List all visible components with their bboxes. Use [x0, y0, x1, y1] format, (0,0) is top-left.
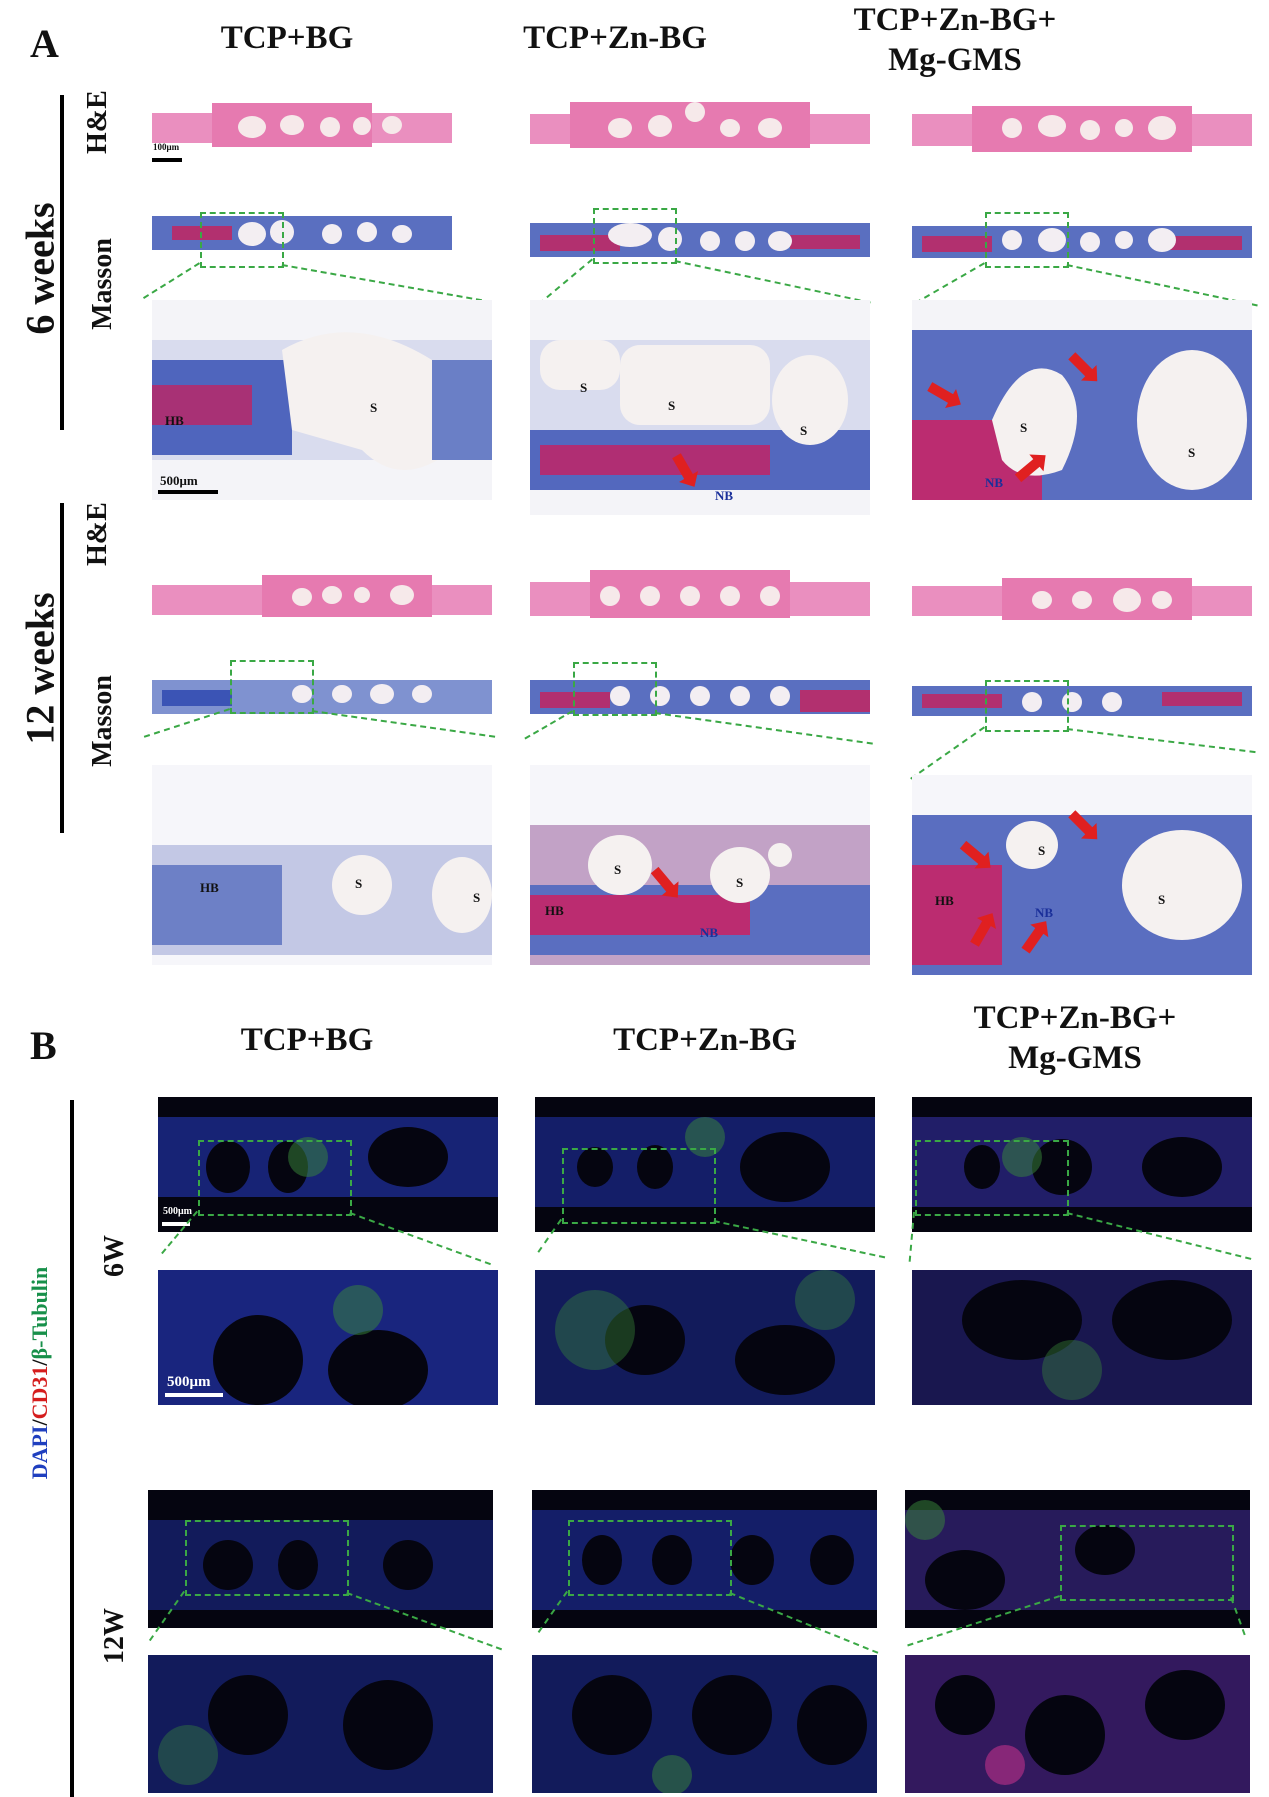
panel-a-col-title-3: TCP+Zn-BG+ Mg-GMS [853, 2, 1057, 78]
he-12w-tcp-zn-bg-mg-gms [912, 570, 1252, 630]
label-s: S [1188, 445, 1196, 460]
label-s: S [473, 890, 481, 905]
label-s: S [736, 875, 744, 890]
fluor-6w-tcp-zn-bg-zoom [535, 1270, 875, 1405]
he-12w-tcp-zn-bg [530, 560, 870, 630]
label-s: S [668, 398, 676, 413]
he-scale-text: 100μm [153, 142, 180, 152]
label-hb: HB [935, 893, 954, 908]
masson-scale-text: 500μm [160, 473, 198, 488]
masson-12w-tcp-zn-bg-mg-gms-zoom [912, 775, 1252, 975]
panel-b-bar [70, 1100, 74, 1797]
label-s: S [1020, 420, 1028, 435]
zoom-box-b-6w-1 [198, 1140, 352, 1216]
masson-6w-tcp-zn-bg-mg-gms-zoom [912, 300, 1252, 500]
he-6w-tcp-zn-bg [530, 92, 870, 162]
fluor-6w-tcp-zn-bg-overview [535, 1097, 875, 1232]
stain-tubulin: β-Tubulin [27, 1266, 52, 1360]
masson-12w-tcp-zn-bg-zoom [530, 765, 870, 965]
masson-6w-tcp-bg-zoom [152, 300, 492, 500]
fluor-scale-bar [162, 1222, 190, 1226]
panel-b-letter: B [30, 1023, 57, 1068]
fluor-6w-tcp-zn-bg-mg-gms-zoom [912, 1270, 1252, 1405]
label-s: S [800, 423, 808, 438]
panel-a-12w-bar [60, 503, 64, 833]
masson-12w-tcp-bg-zoom [152, 765, 492, 965]
stain-sep: / [27, 1359, 52, 1366]
he-6w-tcp-bg [152, 95, 452, 157]
he-scale-bar [152, 158, 182, 162]
label-nb: NB [715, 488, 734, 503]
masson-scale-bar [158, 490, 218, 494]
zoom-box-12w-1 [230, 660, 314, 714]
panel-a-12-weeks-label: 12 weeks [17, 592, 63, 745]
label-hb: HB [165, 413, 184, 428]
zoom-line [910, 726, 985, 780]
panel-b-col-title-1: TCP+BG [240, 1022, 374, 1058]
fluor-12w-tcp-bg-zoom [148, 1655, 493, 1793]
panel-a-masson-label-12w: Masson [87, 675, 118, 767]
panel-b-6w-label: 6W [99, 1235, 130, 1277]
masson-12w-tcp-bg-overview [152, 660, 492, 730]
label-s: S [614, 862, 622, 877]
panel-a-col-title-1: TCP+BG [220, 20, 354, 56]
panel-a-col-title-2: TCP+Zn-BG [523, 20, 707, 56]
fluor-12w-tcp-zn-bg-mg-gms-zoom [905, 1655, 1250, 1793]
panel-a-6w-bar [60, 95, 64, 430]
he-6w-tcp-zn-bg-mg-gms [912, 98, 1252, 160]
label-hb: HB [545, 903, 564, 918]
masson-12w-tcp-zn-bg-overview [530, 660, 870, 730]
stain-cd31: CD31 [27, 1365, 52, 1420]
zoom-box-12w-3 [985, 680, 1069, 732]
label-s: S [355, 876, 363, 891]
fluor-scale-text: 500μm [163, 1206, 192, 1217]
fluor-12w-tcp-bg-overview [148, 1490, 493, 1628]
zoom-box-b-6w-3 [915, 1140, 1069, 1216]
label-s: S [370, 400, 378, 415]
panel-b-col-title-2: TCP+Zn-BG [613, 1022, 797, 1058]
fluor-6w-tcp-zn-bg-mg-gms-overview [912, 1097, 1252, 1232]
label-s: S [580, 380, 588, 395]
zoom-line [908, 1211, 915, 1262]
stain-legend: DAPI/CD31/β-Tubulin [27, 1223, 53, 1523]
label-nb: NB [985, 475, 1004, 490]
zoom-box-6w-1 [200, 212, 284, 268]
fluor-6w-tcp-bg-overview [158, 1097, 498, 1232]
zoom-box-b-12w-2 [568, 1520, 732, 1596]
zoom-box-b-6w-2 [562, 1148, 716, 1224]
fluor-6w-tcp-bg-zoom [158, 1270, 498, 1405]
panel-a-6-weeks-label: 6 weeks [17, 202, 63, 335]
stain-dapi: DAPI [27, 1425, 52, 1480]
label-s: S [1038, 843, 1046, 858]
zoom-box-6w-2 [593, 208, 677, 264]
he-12w-tcp-bg [152, 565, 492, 630]
panel-a-he-label-6w: H&E [82, 90, 113, 154]
masson-6w-tcp-zn-bg-overview [530, 205, 870, 275]
fluor-scale-text: 500μm [167, 1374, 211, 1390]
panel-a-he-label-12w: H&E [82, 502, 113, 566]
label-nb: NB [700, 925, 719, 940]
masson-6w-tcp-zn-bg-mg-gms-overview [912, 210, 1252, 272]
fluor-12w-tcp-zn-bg-zoom [532, 1655, 877, 1793]
panel-b-12w-label: 12W [99, 1608, 130, 1664]
zoom-box-12w-2 [573, 662, 657, 716]
panel-a-masson-label-6w: Masson [87, 238, 118, 330]
zoom-line [1066, 728, 1256, 754]
panel-a-letter: A [30, 21, 59, 66]
zoom-box-6w-3 [985, 212, 1069, 268]
panel-b-col-title-3: TCP+Zn-BG+ Mg-GMS [973, 1000, 1177, 1076]
masson-12w-tcp-zn-bg-mg-gms-overview [912, 670, 1252, 730]
stain-sep: / [27, 1419, 52, 1426]
zoom-box-b-12w-1 [185, 1520, 349, 1596]
masson-6w-tcp-bg-overview [152, 198, 452, 270]
label-hb: HB [200, 880, 219, 895]
zoom-box-b-12w-3 [1060, 1525, 1234, 1601]
fluor-12w-tcp-zn-bg-overview [532, 1490, 877, 1628]
fluor-scale-bar [165, 1393, 223, 1397]
label-s: S [1158, 892, 1166, 907]
